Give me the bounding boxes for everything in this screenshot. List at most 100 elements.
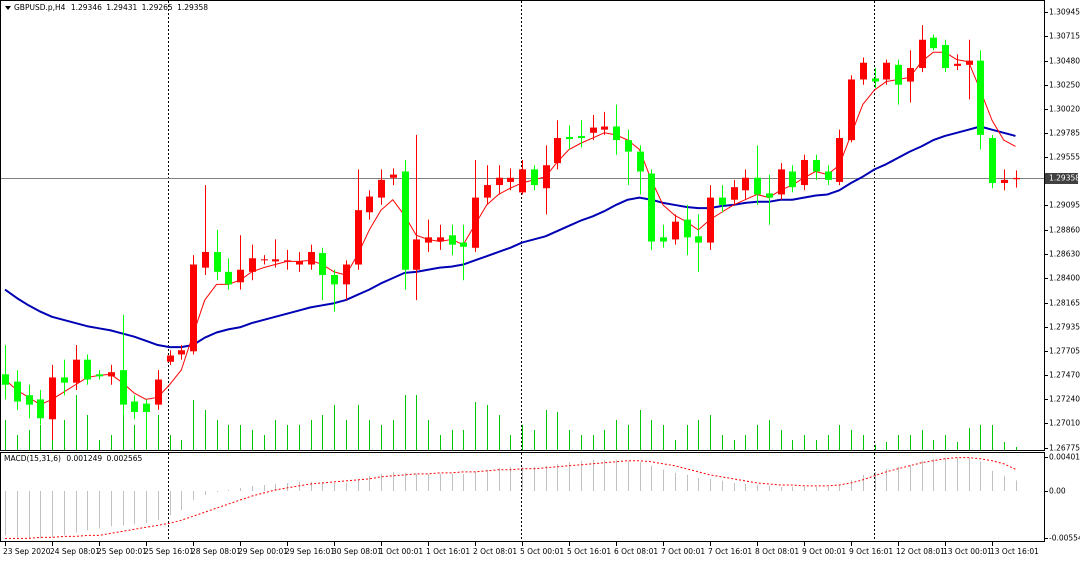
y-tick-label: 1.30250 <box>1049 81 1080 90</box>
x-tick-label: 6 Oct 08:01 <box>614 547 658 556</box>
candle-body <box>249 258 256 272</box>
candles-layer <box>2 25 1020 441</box>
candle-body <box>825 171 832 180</box>
candle-body <box>989 138 996 183</box>
macd-y-tick-label: -0.005548 <box>1049 534 1080 543</box>
candle-body <box>672 221 679 240</box>
moving-average-line <box>4 125 1016 349</box>
candle-body <box>519 169 526 193</box>
header-open: 1.29346 <box>71 3 102 12</box>
candle-body <box>637 151 644 172</box>
candle-body <box>719 197 726 205</box>
candle-body <box>96 374 103 377</box>
candle-body <box>14 381 21 402</box>
candle-body <box>566 136 573 140</box>
candle-body <box>684 219 691 238</box>
axis-layer: 1.30945 1.30715 1.30480 1.30250 1.30020 1.297… <box>3 8 1080 557</box>
candle-body <box>919 39 926 68</box>
last-price-box <box>1045 173 1078 184</box>
macd-y-tick-label: 0.004016 <box>1049 453 1080 462</box>
y-tick-label: 1.27935 <box>1049 323 1080 332</box>
y-tick-label: 1.27705 <box>1049 347 1080 356</box>
x-tick-label: 12 Oct 08:01 <box>896 547 945 556</box>
macd-signal-value: 0.002565 <box>107 454 143 463</box>
y-tick-label: 1.28165 <box>1049 299 1080 308</box>
candle-body <box>402 171 409 270</box>
candle-body <box>319 253 326 275</box>
y-tick-label: 1.30480 <box>1049 57 1080 66</box>
x-tick-label: 7 Oct 00:01 <box>661 547 705 556</box>
y-tick-label: 1.30945 <box>1049 8 1080 17</box>
x-tick-label: 2 Oct 08:01 <box>473 547 517 556</box>
y-tick-label: 1.30020 <box>1049 105 1080 114</box>
x-tick-label: 25 Sep 00:01 <box>97 547 147 556</box>
candle-body <box>284 260 291 262</box>
candle-body <box>155 379 162 405</box>
candle-body <box>131 401 138 412</box>
macd-name: MACD(15,31,6) <box>4 454 61 463</box>
candle-body <box>214 251 221 272</box>
candle-body <box>930 37 937 49</box>
macd-panel-border <box>0 452 1045 542</box>
x-tick-label: 25 Sep 16:01 <box>144 547 194 556</box>
macd-hist-value: 0.001249 <box>66 454 102 463</box>
y-tick-label: 1.30715 <box>1049 32 1080 41</box>
candle-body <box>472 197 479 248</box>
frame <box>0 0 1045 542</box>
x-tick-label: 13 Oct 16:01 <box>990 547 1039 556</box>
chart-header: GBPUSD.p,H4 1.29346 1.29431 1.29265 1.29… <box>14 3 208 12</box>
x-tick-label: 29 Sep 16:01 <box>285 547 335 556</box>
candle-body <box>178 350 185 355</box>
candle-body <box>390 174 397 178</box>
x-tick-label: 8 Oct 08:01 <box>755 547 799 556</box>
candle-body <box>366 196 373 213</box>
candle-body <box>507 177 514 182</box>
candle-body <box>801 159 808 186</box>
candle-body <box>543 165 550 189</box>
candle-body <box>601 126 608 130</box>
period-separators <box>168 1 875 541</box>
candle-body <box>942 44 949 68</box>
volume-layer <box>5 390 1017 450</box>
candle-body <box>789 171 796 188</box>
candle-body <box>554 138 561 164</box>
x-tick-label: 1 Oct 00:01 <box>379 547 423 556</box>
macd-signal-line <box>5 457 1016 539</box>
candle-body <box>331 274 338 285</box>
candle-body <box>531 169 538 186</box>
macd-y-tick-label: 0.00 <box>1049 487 1066 496</box>
y-tick-label: 1.28630 <box>1049 250 1080 259</box>
candle-body <box>954 63 961 66</box>
candle-body <box>883 62 890 80</box>
candle-body <box>778 169 785 195</box>
y-tick-label: 1.27470 <box>1049 371 1080 380</box>
candle-body <box>754 177 761 195</box>
main-panel-border <box>0 0 1045 451</box>
candle-body <box>460 242 467 247</box>
candle-body <box>237 269 244 283</box>
candle-body <box>2 374 9 385</box>
x-tick-label: 1 Oct 16:01 <box>426 547 470 556</box>
x-tick-label: 9 Oct 16:01 <box>849 547 893 556</box>
candle-body <box>625 140 632 152</box>
x-tick-label: 30 Sep 08:01 <box>332 547 382 556</box>
candle-body <box>120 370 127 405</box>
candle-body <box>660 237 667 242</box>
candle-body <box>378 179 385 198</box>
candle-body <box>766 193 773 198</box>
candle-body <box>695 236 702 243</box>
candle-body <box>449 235 456 245</box>
x-tick-label: 13 Oct 00:01 <box>943 547 992 556</box>
menu-triangle[interactable] <box>5 6 11 10</box>
candle-body <box>225 271 232 285</box>
candle-body <box>84 359 91 380</box>
y-tick-label: 1.26775 <box>1049 444 1080 453</box>
candle-body <box>1013 177 1020 180</box>
candle-body <box>26 395 33 405</box>
last-price-label: 1.29358 <box>1049 174 1080 183</box>
candle-body <box>202 251 209 268</box>
candle-body <box>49 377 56 420</box>
candle-body <box>648 173 655 242</box>
candle-body <box>613 126 620 141</box>
y-tick-label: 1.29555 <box>1049 153 1080 162</box>
